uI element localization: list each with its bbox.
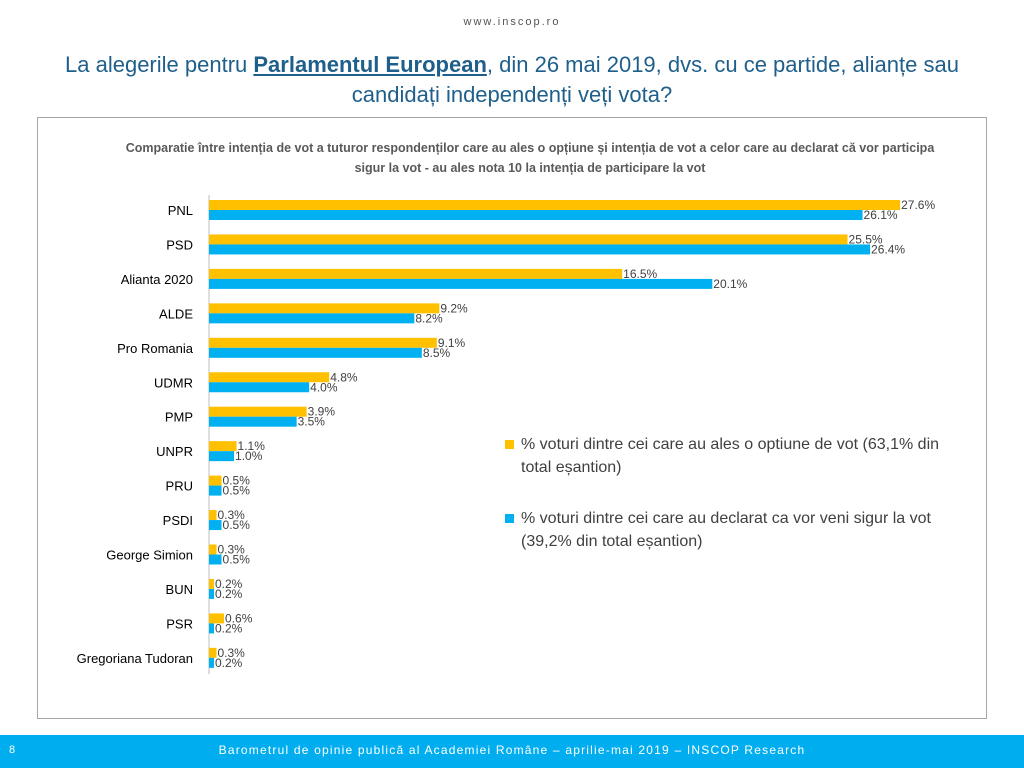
category-label-udmr: UDMR — [154, 375, 193, 390]
legend-swatch-series-2 — [505, 514, 514, 523]
bar-pru-series-1 — [209, 475, 222, 486]
category-label-psdi: PSDI — [163, 513, 193, 528]
data-label-bun-series-2: 0.2% — [215, 587, 243, 601]
page-title-part2: , din 26 mai 2019, dvs. cu ce partide, a… — [351, 52, 959, 107]
data-label-pru-series-2: 0.5% — [223, 484, 251, 498]
legend-item-series-1: % voturi dintre cei care au ales o optiu… — [505, 433, 965, 479]
bar-alde-series-1 — [209, 303, 440, 314]
bar-gregoriana-tudoran-series-1 — [209, 647, 217, 658]
data-label-udmr-series-2: 4.0% — [310, 380, 338, 394]
data-label-psr-series-1: 0.6% — [225, 611, 253, 625]
page-title-emphasis: Parlamentul European — [253, 52, 487, 77]
chart-frame — [37, 117, 987, 719]
category-label-alde: ALDE — [159, 306, 193, 321]
data-label-pro-romania-series-1: 9.1% — [438, 336, 466, 350]
bar-unpr-series-1 — [209, 441, 237, 452]
data-label-pmp-series-1: 3.9% — [308, 405, 336, 419]
bar-alde-series-2 — [209, 313, 415, 324]
bar-pmp-series-2 — [209, 416, 297, 427]
data-label-psd-series-1: 25.5% — [849, 232, 883, 246]
page-number: 8 — [9, 744, 16, 756]
data-label-gregoriana-tudoran-series-2: 0.2% — [215, 656, 243, 670]
bar-unpr-series-2 — [209, 451, 235, 462]
legend-swatch-series-1 — [505, 440, 514, 449]
data-label-pru-series-1: 0.5% — [223, 474, 251, 488]
data-label-psd-series-2: 26.4% — [871, 242, 905, 256]
site-url: www.inscop.ro — [463, 16, 561, 28]
page-title-part1: La alegerile pentru — [65, 52, 254, 77]
legend-item-series-2: % voturi dintre cei care au declarat ca … — [505, 507, 965, 553]
bar-psd-series-1 — [209, 234, 848, 245]
bar-psr-series-2 — [209, 623, 215, 634]
category-label-pmp: PMP — [165, 410, 193, 425]
category-label-psd: PSD — [166, 237, 193, 252]
bar-psd-series-2 — [209, 244, 871, 255]
bar-gregoriana-tudoran-series-2 — [209, 657, 215, 668]
data-label-pmp-series-2: 3.5% — [298, 415, 326, 429]
data-label-udmr-series-1: 4.8% — [330, 370, 358, 384]
category-label-gregoriana-tudoran: Gregoriana Tudoran — [77, 651, 193, 666]
bar-pnl-series-1 — [209, 200, 901, 210]
bar-pro-romania-series-2 — [209, 347, 422, 358]
category-label-pro-romania: Pro Romania — [117, 341, 194, 356]
legend-label-series-2: % voturi dintre cei care au declarat ca … — [521, 510, 931, 550]
data-label-pnl-series-2: 26.1% — [864, 208, 898, 222]
bar-udmr-series-1 — [209, 372, 330, 383]
data-label-alianta-2020-series-2: 20.1% — [713, 277, 747, 291]
bar-alianta-2020-series-2 — [209, 278, 713, 289]
data-label-pnl-series-1: 27.6% — [901, 198, 935, 212]
data-label-gregoriana-tudoran-series-1: 0.3% — [218, 646, 246, 660]
bar-george-simion-series-2 — [209, 554, 222, 565]
bar-pnl-series-2 — [209, 210, 863, 220]
category-label-bun: BUN — [166, 582, 193, 597]
bar-psdi-series-2 — [209, 520, 222, 531]
chart-title: Comparatie între intenția de vot a tutur… — [125, 141, 935, 175]
data-label-bun-series-1: 0.2% — [215, 577, 243, 591]
bar-udmr-series-2 — [209, 382, 310, 393]
legend-label-series-1: % voturi dintre cei care au ales o optiu… — [521, 436, 940, 476]
bar-george-simion-series-1 — [209, 544, 217, 555]
category-label-psr: PSR — [166, 616, 193, 631]
footer-text: Barometrul de opinie publică al Academie… — [218, 743, 806, 757]
bar-pru-series-2 — [209, 485, 222, 496]
category-label-george-simion: George Simion — [106, 548, 193, 563]
data-label-psdi-series-2: 0.5% — [223, 518, 251, 532]
data-label-alianta-2020-series-1: 16.5% — [623, 267, 657, 281]
chart-legend: % voturi dintre cei care au ales o optiu… — [505, 433, 965, 581]
data-label-psdi-series-1: 0.3% — [218, 508, 246, 522]
category-label-pnl: PNL — [168, 203, 193, 218]
data-label-psr-series-2: 0.2% — [215, 621, 243, 635]
data-label-alde-series-2: 8.2% — [415, 311, 443, 325]
category-label-alianta-2020: Alianta 2020 — [121, 272, 193, 287]
category-label-unpr: UNPR — [156, 444, 193, 459]
data-label-unpr-series-1: 1.1% — [238, 439, 266, 453]
data-label-george-simion-series-1: 0.3% — [218, 543, 246, 557]
data-label-unpr-series-2: 1.0% — [235, 449, 263, 463]
footer-bar: 8 Barometrul de opinie publică al Academ… — [0, 735, 1024, 768]
category-label-pru: PRU — [166, 479, 193, 494]
data-label-alde-series-1: 9.2% — [440, 301, 468, 315]
bar-psdi-series-1 — [209, 510, 217, 521]
bar-bun-series-1 — [209, 578, 215, 589]
bar-alianta-2020-series-1 — [209, 268, 623, 279]
bar-pmp-series-1 — [209, 406, 307, 417]
data-label-george-simion-series-2: 0.5% — [223, 553, 251, 567]
data-label-pro-romania-series-2: 8.5% — [423, 346, 451, 360]
bar-bun-series-2 — [209, 588, 215, 599]
bar-pro-romania-series-1 — [209, 337, 437, 348]
page-title: La alegerile pentru Parlamentul European… — [40, 50, 984, 110]
bar-psr-series-1 — [209, 613, 225, 624]
